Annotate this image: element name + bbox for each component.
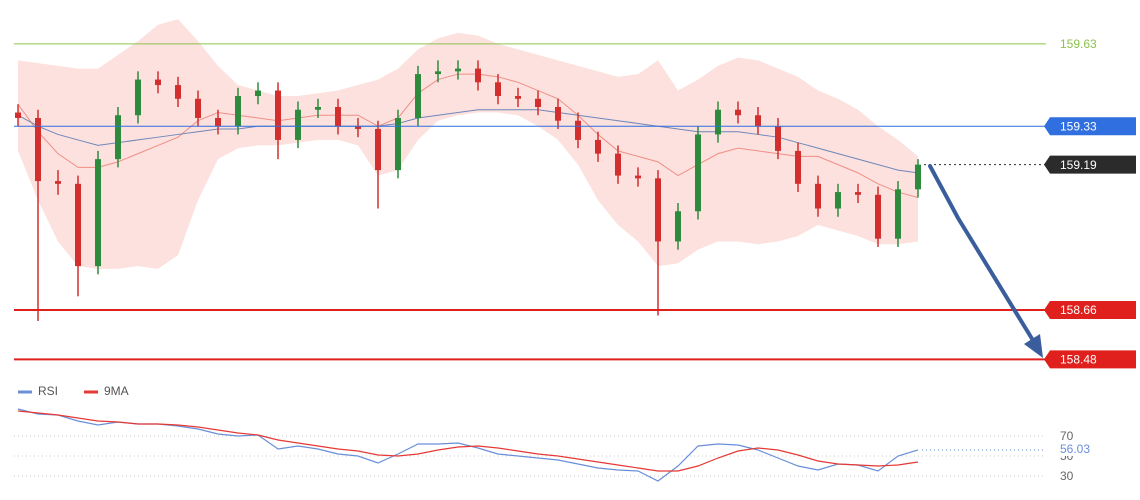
arrow-head: [1024, 334, 1043, 358]
level-label: 158.66: [1060, 303, 1097, 317]
candle-body: [735, 109, 741, 116]
moving-average: [17, 109, 919, 174]
candle-body: [215, 117, 221, 127]
y-tick-label: 70: [1060, 429, 1074, 443]
candle-body: [795, 150, 801, 184]
band-layer: [18, 19, 918, 269]
level-label: 159.33: [1060, 119, 1097, 133]
candle-body: [135, 79, 141, 116]
candle-body: [695, 134, 701, 212]
candle-body: [535, 98, 541, 108]
candle-body: [315, 107, 321, 110]
candle-body: [635, 175, 641, 179]
legend-label: RSI: [38, 384, 58, 398]
candle-body: [175, 85, 181, 99]
candle-body: [115, 115, 121, 160]
candle-body: [555, 107, 561, 121]
candle-body: [615, 153, 621, 176]
bollinger-band: [18, 19, 918, 269]
candle-body: [255, 90, 261, 97]
candle-body: [895, 189, 901, 239]
candle-body: [355, 126, 361, 129]
candle-body: [75, 183, 81, 267]
candle-body: [915, 164, 921, 190]
last-value-label: 56.03: [1060, 442, 1090, 456]
forecast-arrow: [928, 164, 1043, 358]
level-label-box: [1044, 350, 1136, 369]
candle-body: [455, 68, 461, 72]
candle-body: [55, 181, 61, 184]
candle-body: [495, 82, 501, 97]
candle-body: [375, 128, 381, 171]
candle-body: [435, 71, 441, 75]
candle-layer: [15, 60, 921, 322]
candle-body: [875, 194, 881, 239]
y-tick-label: 30: [1060, 469, 1074, 483]
level-label: 159.19: [1060, 158, 1097, 172]
last-value-bg: [1056, 441, 1102, 456]
candle-body: [475, 68, 481, 83]
arrow-shaft: [928, 164, 1036, 344]
candle-body: [295, 109, 301, 140]
candle-body: [675, 211, 681, 242]
candle-body: [775, 126, 781, 151]
candle-body: [395, 117, 401, 171]
candle-body: [755, 115, 761, 127]
candle-body: [595, 139, 601, 154]
candle-body: [575, 120, 581, 140]
level-label-box: [1044, 155, 1136, 174]
candle-body: [35, 117, 41, 182]
overlay-layer: [17, 73, 919, 199]
candle-body: [95, 159, 101, 267]
moving-average: [17, 73, 919, 199]
candle-body: [415, 74, 421, 118]
candle-body: [655, 178, 661, 242]
level-label-box: [1044, 117, 1136, 136]
candle-body: [815, 183, 821, 209]
level-label: 159.63: [1060, 37, 1097, 51]
legend-label: 9MA: [104, 384, 129, 398]
candle-body: [515, 96, 521, 99]
candle-body: [235, 96, 241, 127]
candle-body: [855, 192, 861, 195]
candle-body: [715, 109, 721, 135]
level-label: 158.48: [1060, 353, 1097, 367]
candle-body: [835, 192, 841, 209]
level-layer: 159.63 159.33 159.19 158.66 158.48: [14, 37, 1136, 369]
candle-body: [335, 107, 341, 127]
candle-body: [155, 79, 161, 86]
level-label-box: [1044, 301, 1136, 320]
series-line: [17, 410, 919, 472]
candle-body: [195, 98, 201, 118]
series-line: [17, 408, 919, 482]
candle-body: [15, 112, 21, 118]
candle-body: [275, 90, 281, 140]
